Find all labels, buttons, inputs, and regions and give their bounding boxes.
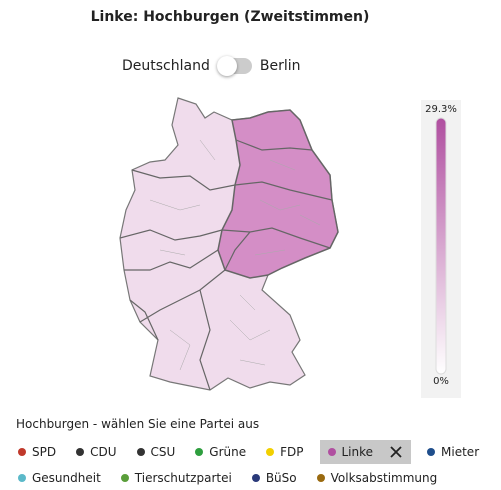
party-dot (18, 448, 26, 456)
party-name: Tierschutzpartei (134, 471, 232, 485)
party-name: FDP (280, 445, 304, 459)
party-name: Gesundheit (32, 471, 101, 485)
party-dot (76, 448, 85, 456)
party-option[interactable]: CSU (133, 440, 180, 464)
east-region (217, 109, 339, 279)
scale-max: 29.3% (425, 104, 457, 115)
party-option[interactable]: Grüne (191, 440, 250, 464)
district-borders (149, 139, 321, 371)
scale-min: 0% (433, 376, 449, 387)
party-option[interactable]: Volksabstimmung (313, 466, 442, 490)
title: Linke: Hochburgen (Zweitstimmen) (90, 9, 370, 25)
party-name: CDU (90, 445, 117, 459)
party-option[interactable]: FDP (262, 440, 307, 464)
party-name: CSU (150, 445, 176, 459)
party-option[interactable]: Linke (319, 440, 412, 464)
party-dot (120, 474, 129, 482)
state-borders (119, 139, 333, 391)
toggle-left[interactable]: Deutschland (122, 58, 210, 74)
party-name: Volksabstimmung (330, 471, 438, 485)
party-dot (327, 448, 336, 456)
region-toggle[interactable]: Deutschland Berlin (122, 56, 301, 76)
party-dot (136, 448, 145, 456)
party-dot (427, 448, 436, 456)
party-name: SPD (32, 445, 57, 459)
party-name: Linke (341, 445, 374, 459)
toggle-right[interactable]: Berlin (259, 58, 301, 74)
party-name: Grüne (209, 445, 247, 459)
party-option[interactable]: CDU (72, 440, 120, 464)
party-list: SPD CDU CSU Grüne FDP Linke Mieter Gesundheit Ti… (14, 440, 494, 490)
party-dot (316, 474, 325, 482)
selector-label: Hochburgen - wählen Sie eine Partei aus (16, 417, 260, 431)
map (119, 97, 461, 398)
toggle-knob (216, 56, 237, 76)
party-name: BüSo (265, 471, 297, 485)
party-option[interactable]: Mieter (423, 440, 483, 464)
scale-bar (435, 117, 447, 375)
clear-selection[interactable] (389, 445, 403, 459)
party-dot (195, 448, 204, 456)
party-dot (18, 474, 26, 482)
party-option[interactable]: SPD (14, 440, 60, 464)
party-dot (266, 448, 275, 456)
party-dot (251, 474, 260, 482)
toggle-switch[interactable] (216, 56, 252, 76)
party-name: Mieter (441, 445, 480, 459)
party-option[interactable]: Tierschutzpartei (117, 466, 236, 490)
party-option[interactable]: Gesundheit (14, 466, 105, 490)
party-option[interactable]: BüSo (248, 466, 301, 490)
